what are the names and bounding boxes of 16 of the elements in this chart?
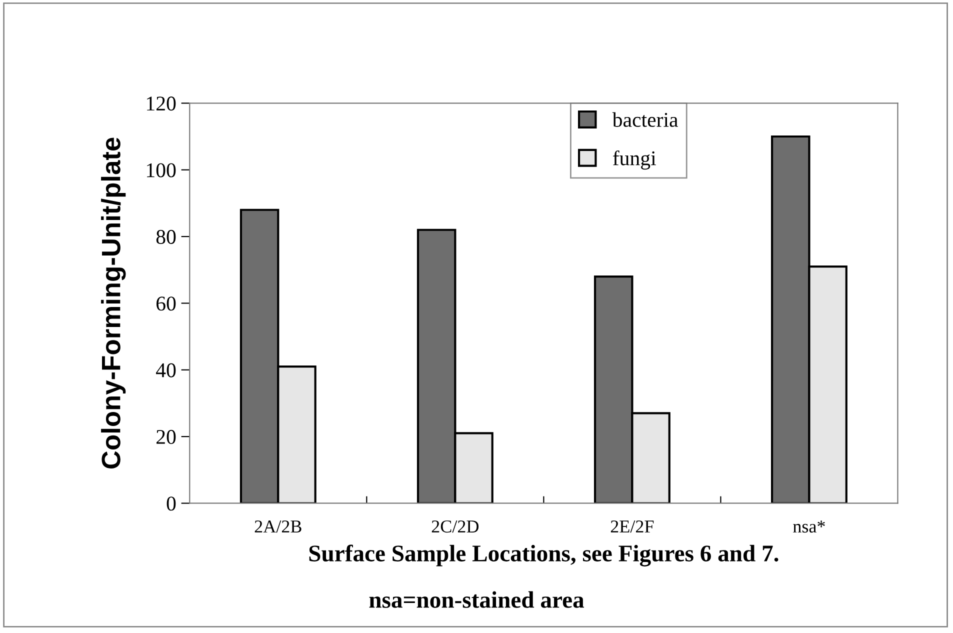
y-tick-label: 100: [147, 163, 176, 178]
y-axis-title: Colony-Forming-Unit/plate: [101, 138, 126, 468]
x-tick-label: 2E/2F: [610, 520, 654, 533]
y-tick-label: 80: [156, 230, 176, 244]
text: nsa=non-stained area: [369, 591, 584, 608]
y-tick-label: 20: [156, 430, 176, 444]
legend-label: bacteria: [612, 112, 678, 127]
y-tick-label: 0: [166, 496, 176, 511]
y-tick-label: 120: [147, 96, 176, 111]
y-tick-label: 40: [156, 363, 176, 378]
x-tick-label: 2A/2B: [254, 520, 302, 533]
x-axis-title: Surface Sample Locations, see Figures 6 and 7.: [309, 544, 778, 566]
y-tick-label: 60: [156, 296, 176, 311]
legend-label: fungi: [613, 150, 656, 170]
x-tick-label: nsa*: [793, 520, 825, 533]
x-tick-label: 2C/2D: [432, 520, 479, 533]
